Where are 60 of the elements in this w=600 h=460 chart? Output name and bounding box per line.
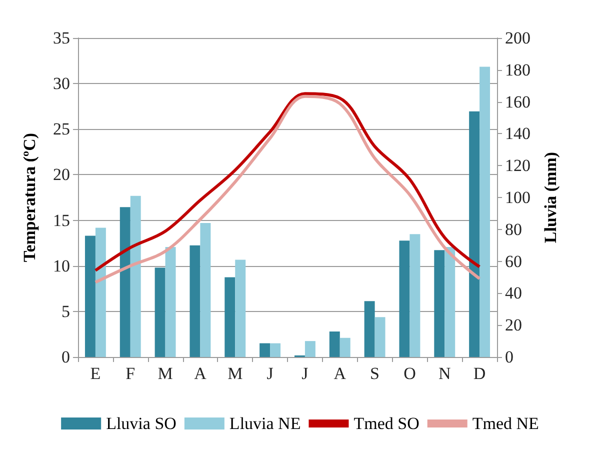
y2-tick-label: 40 (505, 284, 522, 303)
bar (190, 245, 200, 357)
y-tick-label: 25 (53, 120, 70, 139)
legend-label: Tmed SO (354, 414, 420, 433)
bar (84, 236, 96, 357)
x-tick-label: M (158, 364, 173, 383)
bar (270, 343, 281, 357)
y-tick-label: 20 (53, 165, 70, 184)
y-tick-label: 10 (53, 256, 70, 276)
y2-tick-label: 100 (505, 188, 530, 207)
y-tick-label: 30 (53, 74, 70, 94)
legend-label: Tmed NE (472, 414, 539, 433)
bar (444, 246, 456, 357)
bar (224, 277, 236, 357)
x-tick-label: E (90, 364, 101, 383)
bar (340, 338, 350, 357)
y-tick-label: 0 (62, 348, 70, 366)
x-tick-label: S (370, 364, 380, 383)
y-axis-title: Temperatura (ºC) (20, 132, 39, 262)
y2-tick-label: 140 (505, 124, 530, 144)
bar (95, 228, 106, 357)
bar (399, 240, 410, 357)
y2-tick-label: 20 (505, 316, 522, 335)
y2-tick-label: 200 (505, 28, 530, 48)
bar (120, 207, 130, 357)
legend-label: Lluvia SO (106, 414, 176, 433)
bar (480, 66, 490, 357)
bar (304, 341, 316, 357)
bar (154, 268, 166, 357)
bar (165, 246, 176, 357)
bar (235, 260, 246, 357)
y-tick-label: 15 (53, 210, 70, 230)
y2-tick-label: 160 (505, 92, 530, 112)
y2-tick-label: 80 (505, 220, 522, 239)
x-tick-label: A (334, 364, 347, 383)
bar (410, 234, 420, 357)
legend-label: Lluvia NE (229, 414, 301, 433)
x-tick-label: J (266, 364, 274, 383)
y2-tick-label: 0 (505, 348, 514, 366)
bar (434, 250, 445, 357)
bar (130, 196, 141, 357)
y2-tick-label: 60 (505, 252, 522, 271)
y2-axis-title: Lluvia (mm) (541, 152, 560, 244)
y2-tick-label: 120 (505, 156, 530, 176)
bar (260, 343, 270, 357)
x-tick-label: A (194, 364, 208, 383)
bar (374, 317, 386, 357)
x-tick-label: M (228, 364, 243, 383)
x-tick-label: J (302, 364, 309, 383)
x-tick-label: O (404, 364, 416, 383)
x-tick-label: N (438, 364, 451, 383)
bar (469, 111, 480, 357)
y-tick-label: 5 (62, 302, 70, 321)
y2-tick-label: 180 (505, 60, 530, 80)
bar (364, 301, 375, 357)
x-tick-label: F (126, 364, 136, 383)
x-tick-label: D (473, 364, 486, 383)
y-tick-label: 35 (53, 28, 70, 48)
bar (200, 223, 211, 357)
bar (329, 331, 340, 357)
